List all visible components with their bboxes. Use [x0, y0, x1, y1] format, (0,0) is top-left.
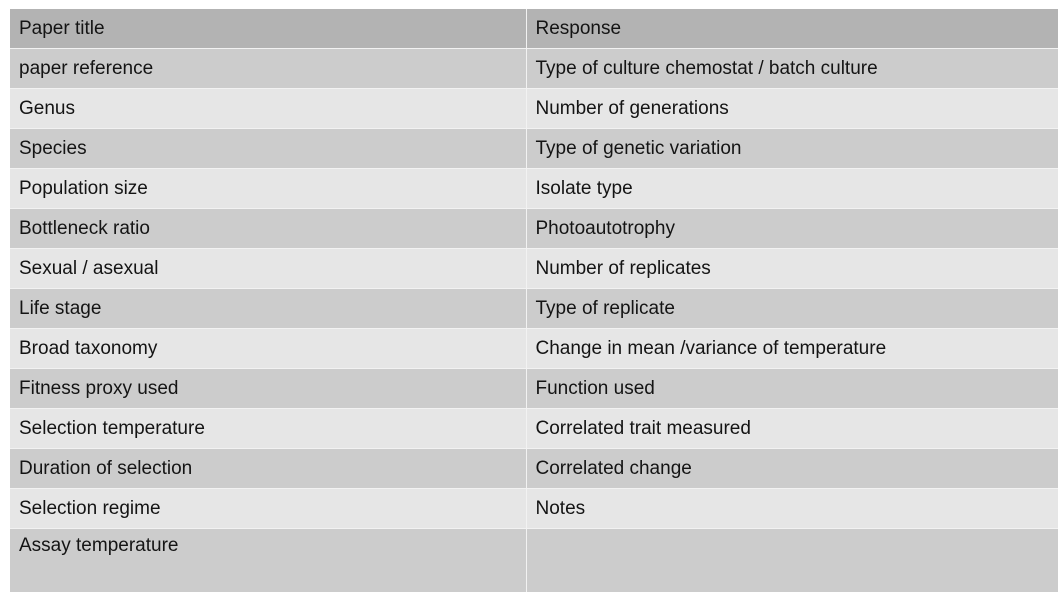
table-row: Selection temperature Correlated trait m… [10, 408, 1058, 449]
table-row: Sexual / asexual Number of replicates [10, 248, 1058, 289]
table-cell-right: Type of culture chemostat / batch cultur… [526, 48, 1058, 89]
table-cell-left: paper reference [10, 48, 527, 89]
table-cell-right: Correlated trait measured [526, 408, 1058, 449]
table-row: Species Type of genetic variation [10, 128, 1058, 169]
table-cell-left: Population size [10, 168, 527, 209]
table-cell-right: Type of genetic variation [526, 128, 1058, 169]
table-row: Fitness proxy used Function used [10, 368, 1058, 409]
table-cell-right: Change in mean /variance of temperature [526, 328, 1058, 369]
table-cell-left: Selection temperature [10, 408, 527, 449]
table-cell-left: Sexual / asexual [10, 248, 527, 289]
table-row: Population size Isolate type [10, 168, 1058, 209]
table-cell-left: Bottleneck ratio [10, 208, 527, 249]
table-cell-right [526, 528, 1058, 592]
table-cell-right: Notes [526, 488, 1058, 529]
table-cell-right: Correlated change [526, 448, 1058, 489]
table-cell-right: Number of generations [526, 88, 1058, 129]
table-cell-right: Isolate type [526, 168, 1058, 209]
table-row: Genus Number of generations [10, 88, 1058, 129]
table-row: Selection regime Notes [10, 488, 1058, 529]
table-cell-left: Species [10, 128, 527, 169]
table-cell-right: Photoautotrophy [526, 208, 1058, 249]
table-cell-right: Type of replicate [526, 288, 1058, 329]
table-row: Life stage Type of replicate [10, 288, 1058, 329]
table-row: Assay temperature [10, 528, 1058, 592]
table-cell-left: Broad taxonomy [10, 328, 527, 369]
table-cell-right: Number of replicates [526, 248, 1058, 289]
table-cell-left: Assay temperature [10, 528, 527, 592]
header-cell-response: Response [526, 9, 1058, 49]
table-cell-right: Function used [526, 368, 1058, 409]
table-cell-left: Fitness proxy used [10, 368, 527, 409]
data-table: Paper title Response paper reference Typ… [10, 9, 1058, 592]
table-cell-left: Selection regime [10, 488, 527, 529]
table-cell-left: Life stage [10, 288, 527, 329]
table-cell-left: Genus [10, 88, 527, 129]
table-row: Broad taxonomy Change in mean /variance … [10, 328, 1058, 369]
table-row: Duration of selection Correlated change [10, 448, 1058, 489]
table-cell-left: Duration of selection [10, 448, 527, 489]
table-header-row: Paper title Response [10, 9, 1058, 49]
table-row: paper reference Type of culture chemosta… [10, 48, 1058, 89]
table-row: Bottleneck ratio Photoautotrophy [10, 208, 1058, 249]
header-cell-paper-title: Paper title [10, 9, 527, 49]
